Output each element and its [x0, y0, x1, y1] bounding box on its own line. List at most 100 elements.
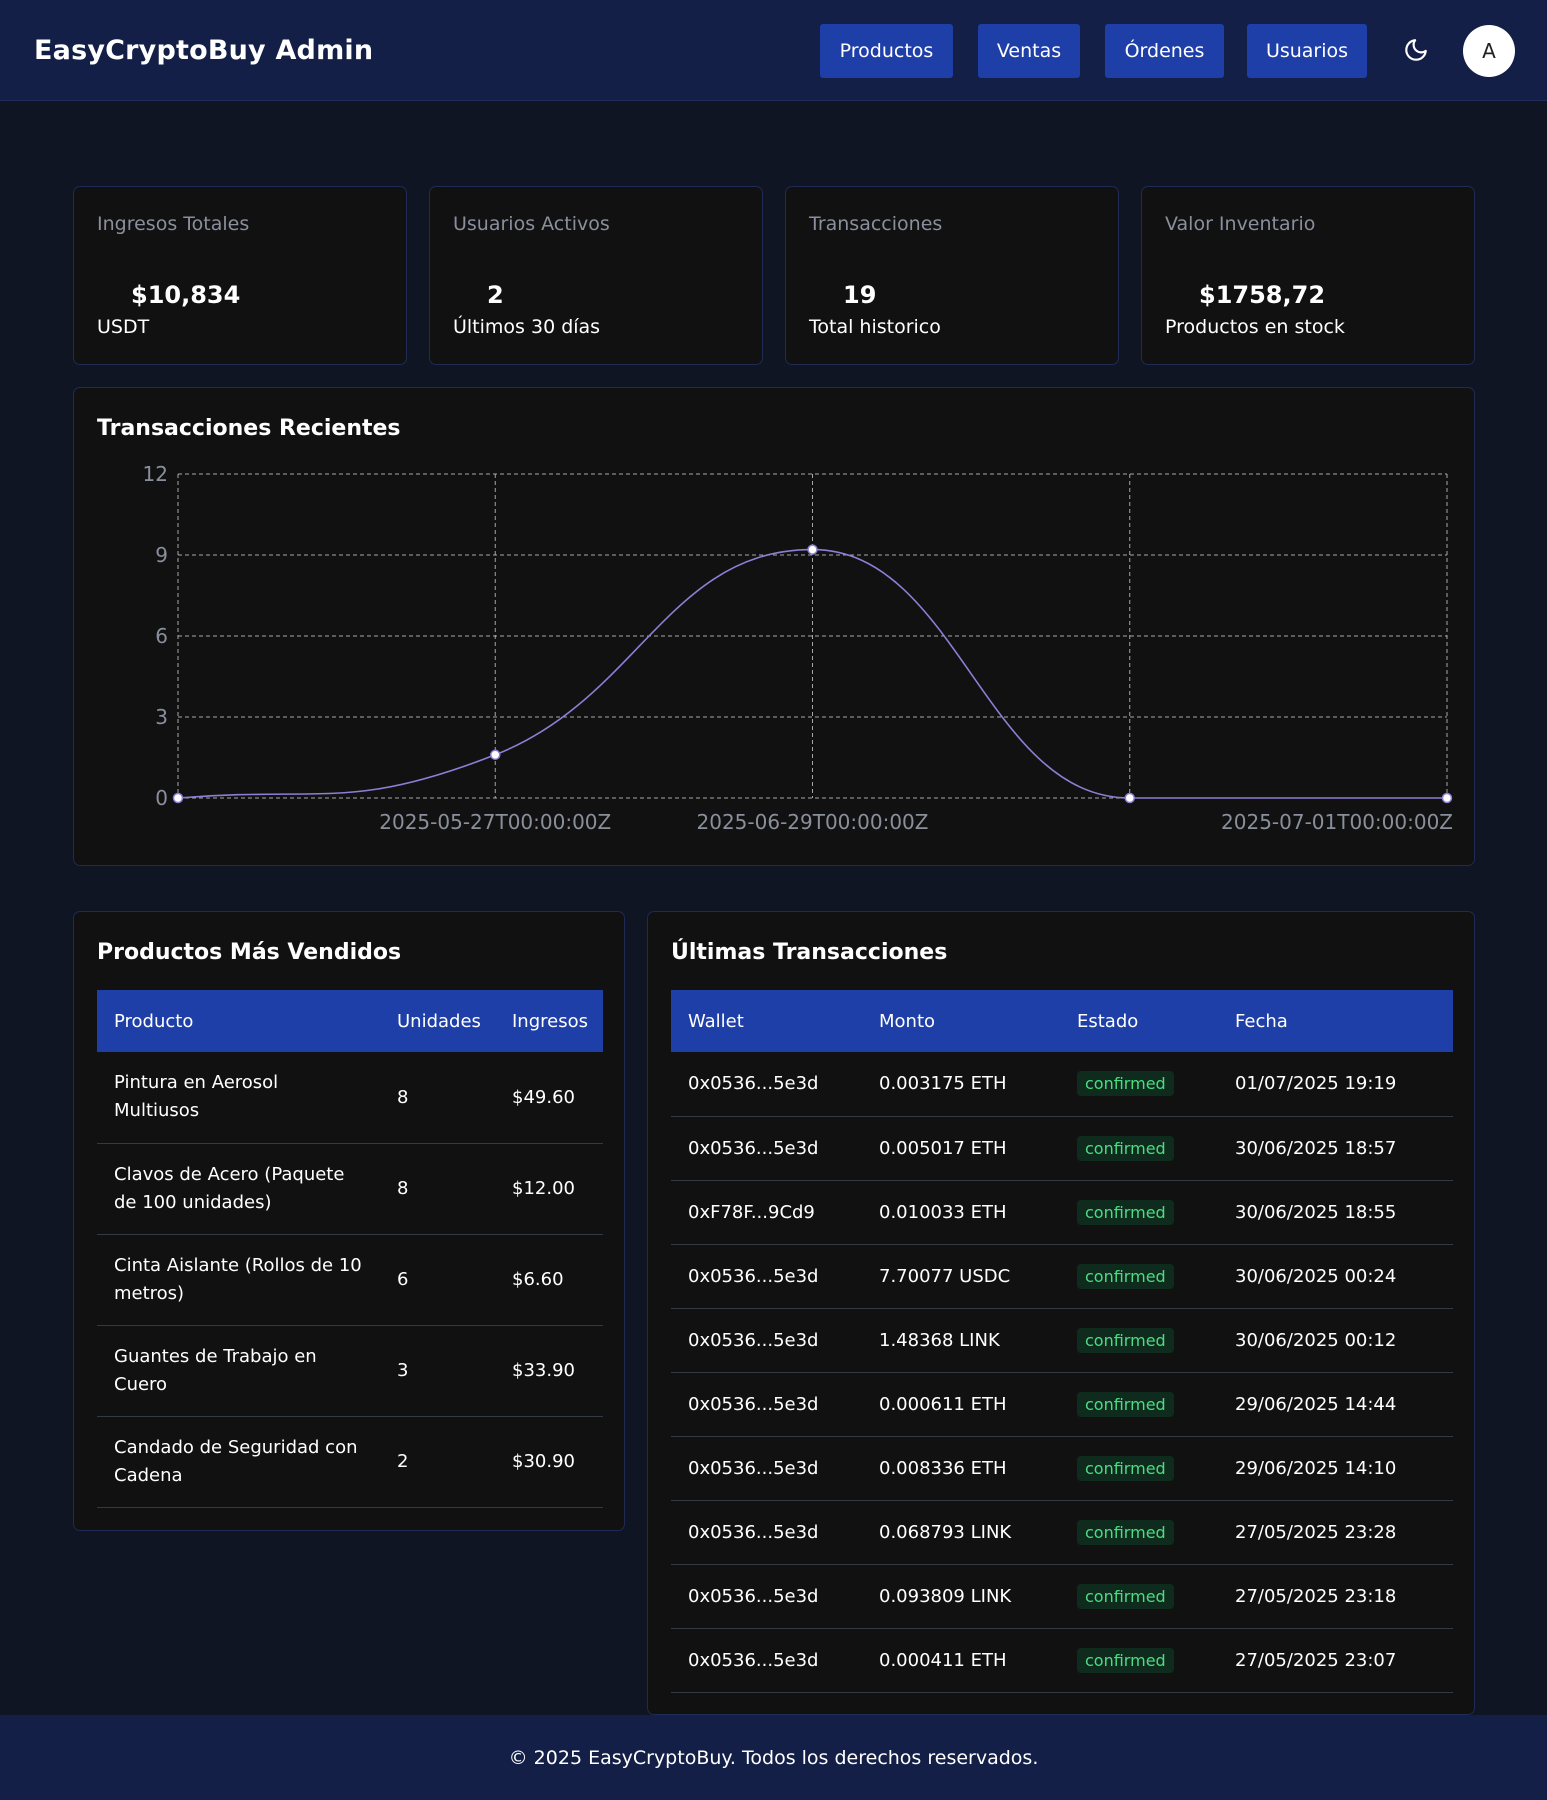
top-products-table: Producto Unidades Ingresos Pintura en Ae… [97, 990, 603, 1508]
amount-cell: 0.000611 ETH [862, 1372, 1060, 1437]
stat-sub: Productos en stock [1165, 316, 1345, 338]
amount-cell: 1.48368 LINK [862, 1308, 1060, 1373]
date-cell: 27/05/2025 23:18 [1218, 1564, 1453, 1629]
status-badge: confirmed [1077, 1199, 1174, 1225]
user-avatar[interactable]: A [1463, 25, 1515, 77]
col-header-unidades: Unidades [397, 1010, 481, 1032]
data-point [1441, 792, 1453, 804]
moon-icon[interactable] [1400, 34, 1432, 66]
product-revenue-cell: $33.90 [495, 1325, 603, 1417]
data-point [1124, 792, 1135, 804]
col-header-monto: Monto [879, 1010, 936, 1032]
nav-productos-button[interactable]: Productos [820, 24, 953, 78]
stat-card-ingresos: Ingresos Totales $10,834 USDT [73, 186, 407, 365]
stat-value: $10,834 [131, 281, 241, 309]
wallet-cell: 0x0536...5e3d [671, 1436, 862, 1501]
status-cell: confirmed [1060, 1308, 1218, 1373]
stat-card-usuarios: Usuarios Activos 2 Últimos 30 días [429, 186, 763, 365]
nav-ordenes-button[interactable]: Órdenes [1105, 24, 1224, 78]
table-row: Cinta Aislante (Rollos de 10 metros) 6 $6.… [97, 1234, 603, 1326]
data-point [172, 792, 184, 804]
table-row: Candado de Seguridad con Cadena 2 $30.90 [97, 1416, 603, 1508]
transactions-table: Wallet Monto Estado Fecha 0x0536...5e3d 0… [671, 990, 1453, 1693]
status-cell: confirmed [1060, 1372, 1218, 1437]
status-badge: confirmed [1077, 1071, 1174, 1097]
product-units-cell: 6 [380, 1234, 495, 1326]
x-tick-label: 2025-06-29T00:00:00Z [697, 810, 929, 834]
top-navbar: EasyCryptoBuy Admin Productos Ventas Órd… [0, 0, 1547, 101]
wallet-cell: 0x0536...5e3d [671, 1052, 862, 1117]
wallet-cell: 0x0536...5e3d [671, 1372, 862, 1437]
table-row: Pintura en Aerosol Multiusos 8 $49.60 [97, 1052, 603, 1144]
wallet-cell: 0x0536...5e3d [671, 1628, 862, 1693]
stat-label: Valor Inventario [1165, 213, 1316, 235]
y-tick-label: 12 [143, 462, 168, 486]
date-cell: 01/07/2025 19:19 [1218, 1052, 1453, 1117]
table-row: 0x0536...5e3d 1.48368 LINK confirmed 30/06/… [671, 1308, 1453, 1373]
col-header-estado: Estado [1077, 1010, 1139, 1032]
wallet-cell: 0x0536...5e3d [671, 1244, 862, 1309]
table-row: 0x0536...5e3d 0.093809 LINK confirmed 27/05… [671, 1564, 1453, 1629]
table-row: 0x0536...5e3d 0.000611 ETH confirmed 29/06/… [671, 1372, 1453, 1437]
product-name-cell: Candado de Seguridad con Cadena [97, 1416, 380, 1508]
product-name-cell: Clavos de Acero (Paquete de 100 unidades… [97, 1143, 380, 1235]
table-row: 0x0536...5e3d 0.068793 LINK confirmed 27/05… [671, 1500, 1453, 1565]
y-tick-label: 3 [155, 705, 168, 729]
date-cell: 29/06/2025 14:44 [1218, 1372, 1453, 1437]
status-badge: confirmed [1077, 1135, 1174, 1161]
date-cell: 30/06/2025 18:57 [1218, 1116, 1453, 1181]
status-badge: confirmed [1077, 1519, 1174, 1545]
app-title: EasyCryptoBuy Admin [34, 35, 374, 66]
product-name-cell: Pintura en Aerosol Multiusos [97, 1052, 380, 1144]
stat-sub: Total historico [809, 316, 941, 338]
product-name-cell: Guantes de Trabajo en Cuero [97, 1325, 380, 1417]
status-cell: confirmed [1060, 1180, 1218, 1245]
table-row: 0x0536...5e3d 0.000411 ETH confirmed 27/05/… [671, 1628, 1453, 1693]
col-header-fecha: Fecha [1235, 1010, 1288, 1032]
status-cell: confirmed [1060, 1500, 1218, 1565]
table-row: 0x0536...5e3d 0.003175 ETH confirmed 01/07/… [671, 1052, 1453, 1117]
date-cell: 27/05/2025 23:28 [1218, 1500, 1453, 1565]
table-row: 0x0536...5e3d 0.008336 ETH confirmed 29/06/… [671, 1436, 1453, 1501]
product-units-cell: 3 [380, 1325, 495, 1417]
nav-ventas-button[interactable]: Ventas [978, 24, 1080, 78]
amount-cell: 0.005017 ETH [862, 1116, 1060, 1181]
data-point [807, 544, 818, 555]
status-cell: confirmed [1060, 1244, 1218, 1309]
col-header-ingresos: Ingresos [512, 1010, 588, 1032]
status-cell: confirmed [1060, 1436, 1218, 1501]
table-row: 0xF78F...9Cd9 0.010033 ETH confirmed 30/06/… [671, 1180, 1453, 1245]
status-badge: confirmed [1077, 1647, 1174, 1673]
table-header-row: Producto Unidades Ingresos [97, 990, 603, 1052]
table-row: 0x0536...5e3d 7.70077 USDC confirmed 30/06/… [671, 1244, 1453, 1309]
stat-label: Transacciones [809, 213, 943, 235]
nav-usuarios-button[interactable]: Usuarios [1247, 24, 1367, 78]
product-units-cell: 2 [380, 1416, 495, 1508]
product-revenue-cell: $12.00 [495, 1143, 603, 1235]
stat-sub: USDT [97, 316, 150, 338]
transactions-line-chart: 0 3 6 9 12 2025-05-27T00:00:00Z 2025-06-29T00:… [143, 462, 1453, 834]
chart-card: Transacciones Recientes 0 3 6 9 12 2025-05-27… [73, 387, 1475, 866]
amount-cell: 0.093809 LINK [862, 1564, 1060, 1629]
col-header-wallet: Wallet [688, 1010, 744, 1032]
transactions-title: Últimas Transacciones [671, 940, 948, 965]
stat-card-transacciones: Transacciones 19 Total historico [785, 186, 1119, 365]
amount-cell: 0.010033 ETH [862, 1180, 1060, 1245]
product-units-cell: 8 [380, 1052, 495, 1144]
product-revenue-cell: $49.60 [495, 1052, 603, 1144]
status-cell: confirmed [1060, 1052, 1218, 1117]
table-row: 0x0536...5e3d 0.005017 ETH confirmed 30/06/… [671, 1116, 1453, 1181]
stat-value: 2 [487, 281, 504, 309]
status-badge: confirmed [1077, 1263, 1174, 1289]
product-units-cell: 8 [380, 1143, 495, 1235]
status-badge: confirmed [1077, 1583, 1174, 1609]
wallet-cell: 0xF78F...9Cd9 [671, 1180, 862, 1245]
top-products-title: Productos Más Vendidos [97, 940, 402, 965]
wallet-cell: 0x0536...5e3d [671, 1564, 862, 1629]
table-header-row: Wallet Monto Estado Fecha [671, 990, 1453, 1052]
chart-title: Transacciones Recientes [97, 416, 401, 441]
footer: © 2025 EasyCryptoBuy. Todos los derechos… [0, 1715, 1547, 1800]
y-tick-label: 9 [155, 543, 168, 567]
amount-cell: 0.003175 ETH [862, 1052, 1060, 1117]
amount-cell: 7.70077 USDC [862, 1244, 1060, 1309]
